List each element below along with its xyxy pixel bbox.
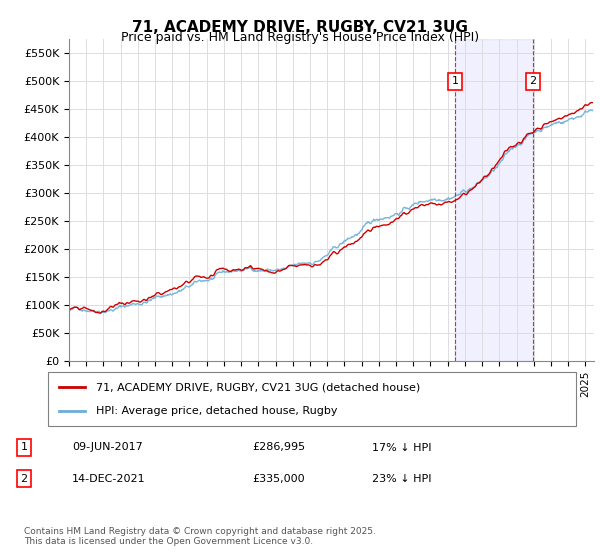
Text: £286,995: £286,995 [252, 442, 305, 452]
Bar [455, 39, 533, 361]
Text: 17% ↓ HPI: 17% ↓ HPI [372, 442, 431, 452]
Text: 2: 2 [20, 474, 28, 484]
Text: 1: 1 [20, 442, 28, 452]
Text: 23% ↓ HPI: 23% ↓ HPI [372, 474, 431, 484]
Text: 1: 1 [452, 76, 459, 86]
Text: 71, ACADEMY DRIVE, RUGBY, CV21 3UG (detached house): 71, ACADEMY DRIVE, RUGBY, CV21 3UG (deta… [95, 382, 420, 393]
Text: 14-DEC-2021: 14-DEC-2021 [72, 474, 146, 484]
Text: Contains HM Land Registry data © Crown copyright and database right 2025.
This d: Contains HM Land Registry data © Crown c… [24, 526, 376, 546]
Text: £335,000: £335,000 [252, 474, 305, 484]
Text: 09-JUN-2017: 09-JUN-2017 [72, 442, 143, 452]
Text: Price paid vs. HM Land Registry's House Price Index (HPI): Price paid vs. HM Land Registry's House … [121, 31, 479, 44]
Text: HPI: Average price, detached house, Rugby: HPI: Average price, detached house, Rugb… [95, 405, 337, 416]
Text: 71, ACADEMY DRIVE, RUGBY, CV21 3UG: 71, ACADEMY DRIVE, RUGBY, CV21 3UG [132, 20, 468, 35]
FancyBboxPatch shape [48, 372, 576, 426]
Text: 2: 2 [529, 76, 536, 86]
